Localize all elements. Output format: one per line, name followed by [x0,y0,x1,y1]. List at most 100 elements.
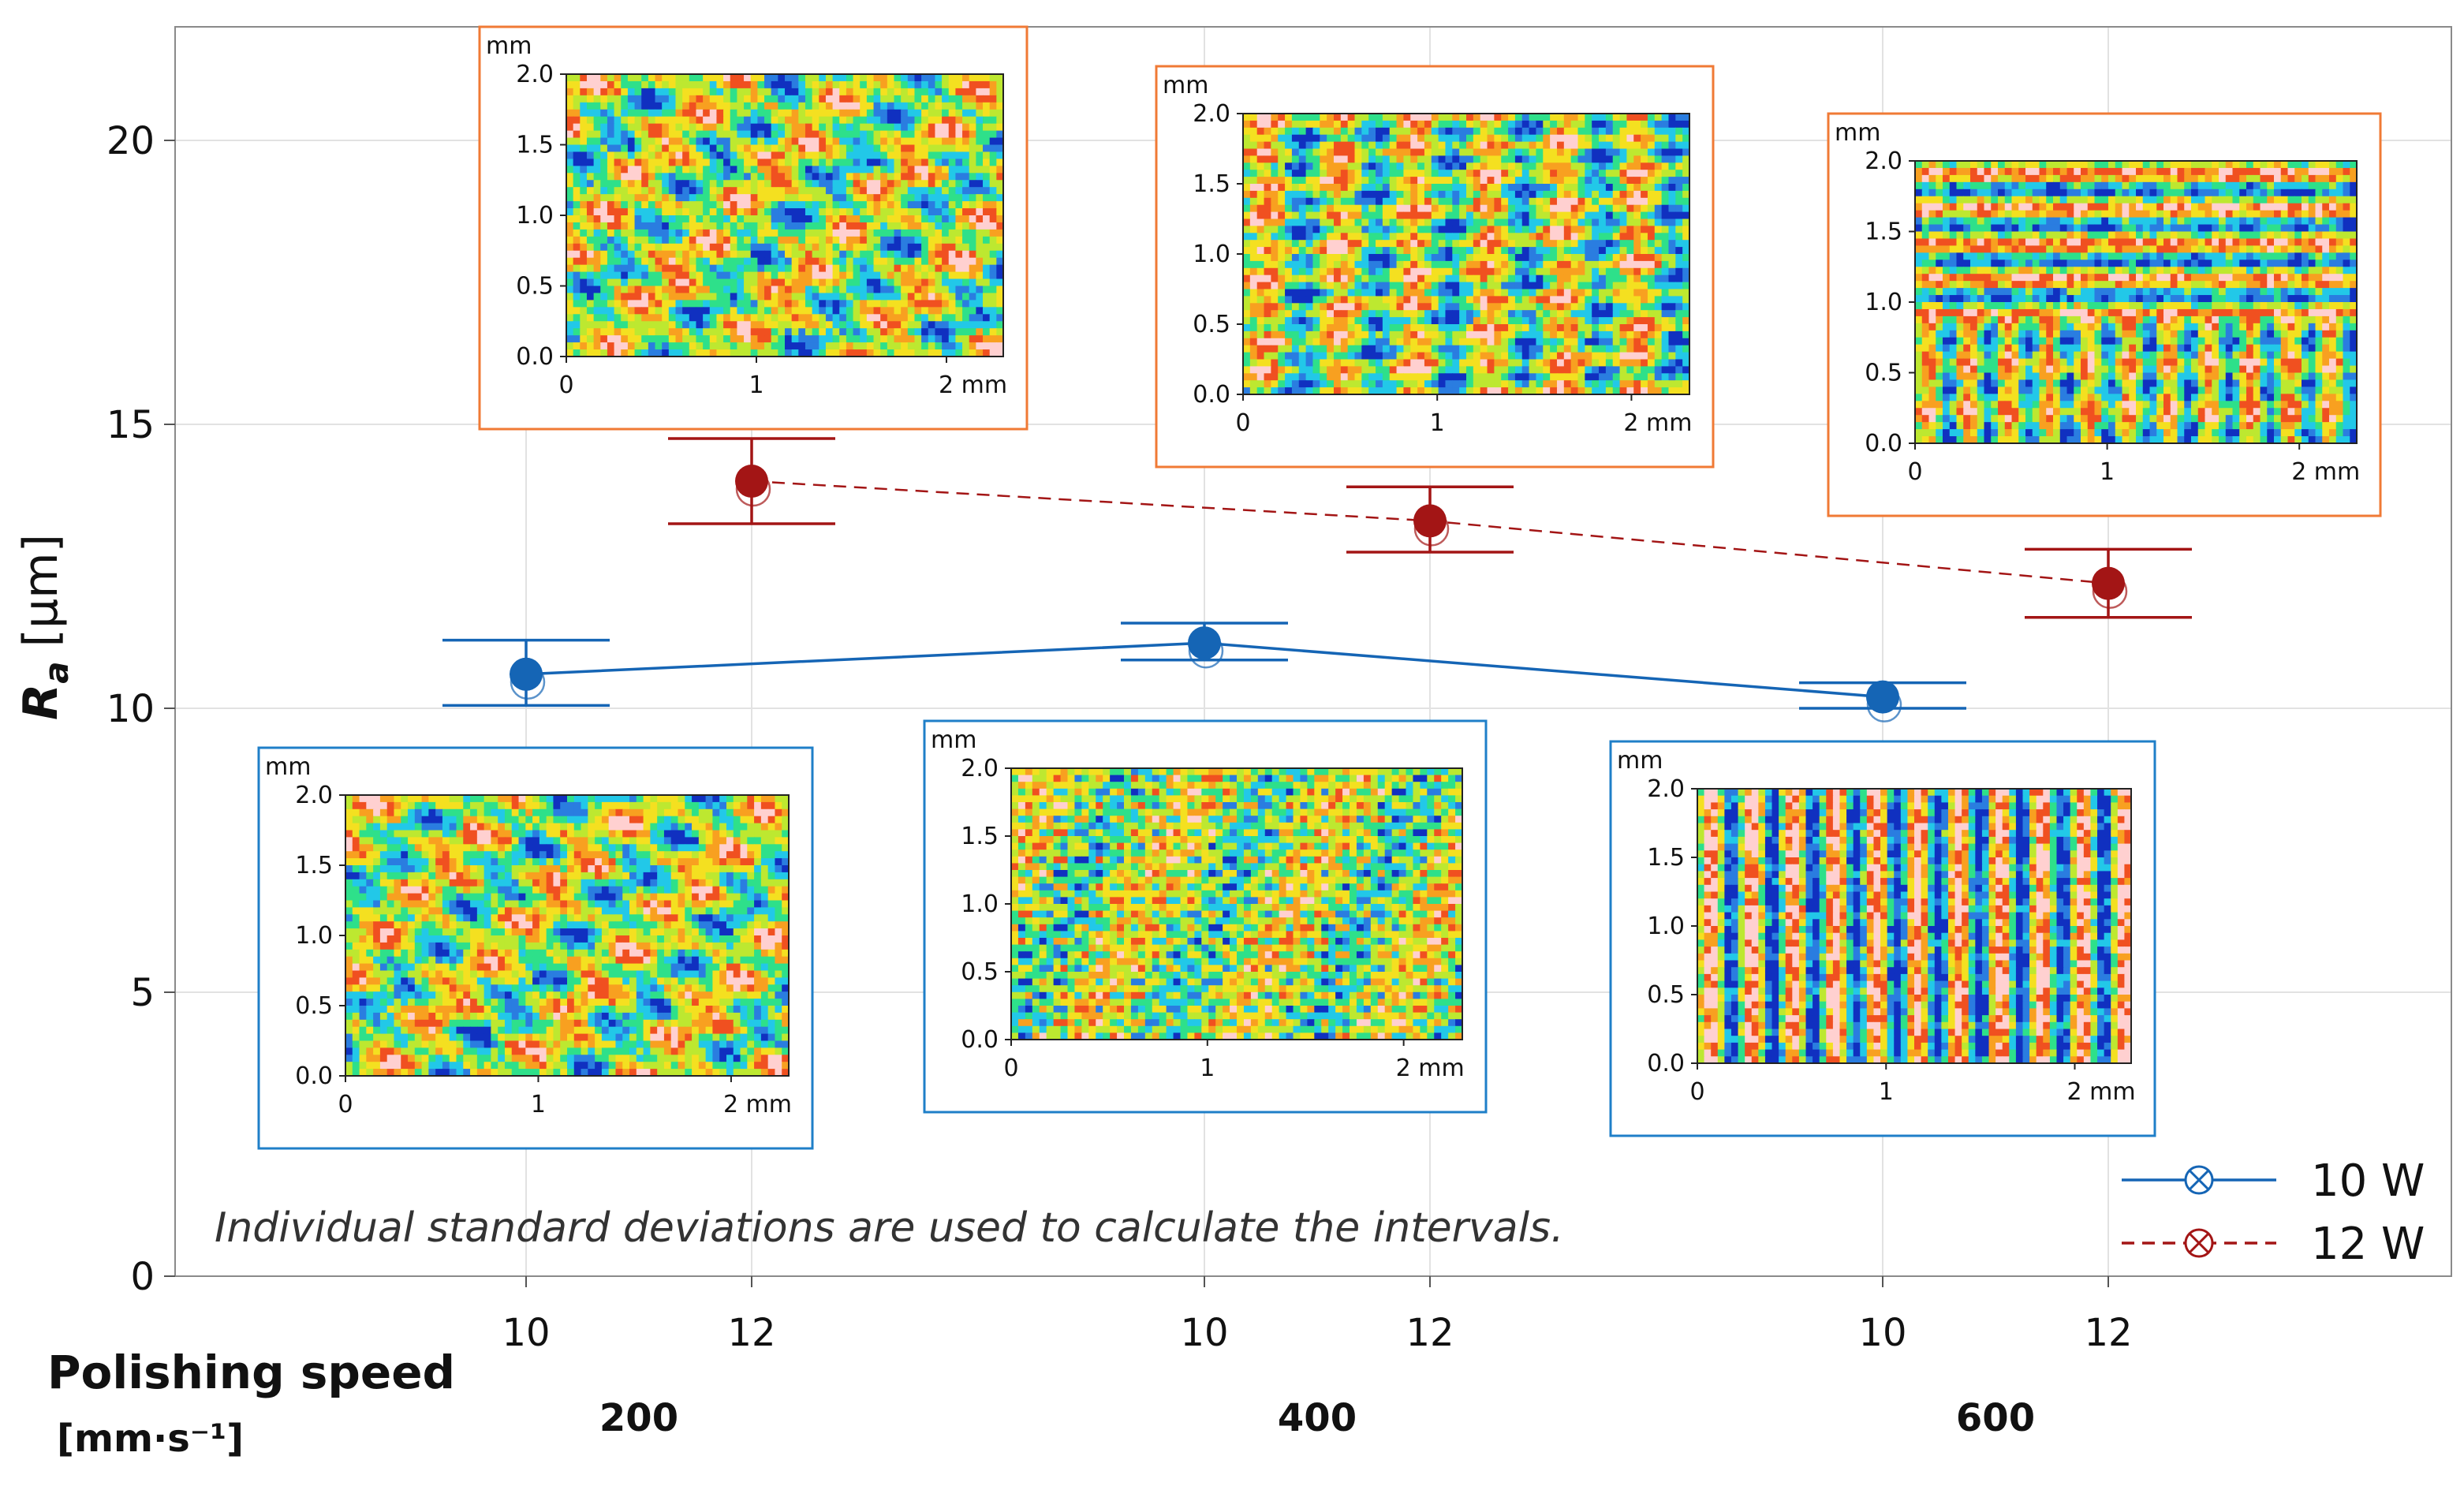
heatmap-cell [1410,296,1417,304]
heatmap-cell [764,222,771,230]
heatmap-cell [580,321,587,329]
heatmap-cell [744,342,751,350]
heatmap-cell [839,244,846,252]
heatmap-cell [1515,324,1522,332]
heatmap-cell [1445,198,1452,205]
heatmap-cell [730,321,737,329]
heatmap-cell [635,251,642,259]
heatmap-cell [1571,233,1578,241]
heatmap-cell [1320,162,1327,170]
heatmap-cell [1599,149,1606,157]
heatmap-cell [908,314,915,322]
heatmap-cell [1613,324,1620,332]
heatmap-cell [607,244,614,252]
heatmap-cell [716,103,723,110]
heatmap-cell [1376,149,1383,157]
heatmap-cell [969,342,976,350]
heatmap-cell [778,342,785,350]
heatmap-cell [1473,345,1480,353]
heatmap-cell [969,230,976,237]
heatmap-cell [751,307,758,315]
heatmap-cell [1494,296,1501,304]
heatmap-cell [682,222,689,230]
heatmap-cell [1480,233,1488,241]
heatmap-cell [1633,177,1641,185]
heatmap-cell [1334,233,1341,241]
heatmap-cell [1403,149,1410,157]
heatmap-cell [757,194,764,202]
heatmap-cell [1278,114,1285,121]
heatmap-cell [587,173,594,181]
heatmap-cell [1348,345,1355,353]
heatmap-cell [716,131,723,139]
heatmap-cell [1417,324,1424,332]
heatmap-cell [880,151,887,159]
heatmap-cell [1278,219,1285,227]
heatmap-cell [607,194,614,202]
heatmap-cell [921,293,928,301]
heatmap-cell [614,300,622,308]
heatmap-cell [1550,303,1557,311]
heatmap-cell [669,335,676,343]
heatmap-cell [914,194,921,202]
heatmap-cell [723,307,730,315]
heatmap-cell [833,88,840,96]
heatmap-cell [1501,345,1508,353]
heatmap-cell [1417,226,1424,233]
heatmap-cell [805,265,812,273]
heatmap-cell [1278,162,1285,170]
heatmap-cell [1536,261,1543,269]
heatmap-cell [1459,155,1466,163]
heatmap-cell [682,307,689,315]
heatmap-cell [1571,254,1578,262]
heatmap-cell [580,88,587,96]
heatmap-cell [676,117,683,125]
heatmap-cell [874,138,881,146]
heatmap-cell [880,279,887,287]
heatmap-cell [1515,317,1522,325]
heatmap-cell [894,244,902,252]
heatmap-cell [1522,268,1529,276]
heatmap-cell [921,335,928,343]
heatmap-cell [1473,226,1480,233]
heatmap-cell [1675,170,1682,177]
heatmap-cell [614,81,622,89]
heatmap-cell [573,95,581,103]
heatmap-cell [1536,226,1543,233]
heatmap-cell [682,74,689,82]
heatmap-cell [682,151,689,159]
heatmap-cell [1383,191,1390,199]
heatmap-cell [628,131,635,139]
heatmap-cell [771,286,778,294]
heatmap-cell [1585,162,1592,170]
heatmap-cell [573,272,581,280]
heatmap-cell [1410,233,1417,241]
heatmap-cell [867,103,874,110]
heatmap-cell [1243,360,1250,368]
heatmap-cell [949,300,956,308]
heatmap-cell [1655,338,1662,346]
heatmap-cell [1355,261,1362,269]
heatmap-cell [860,222,867,230]
heatmap-cell [1668,198,1675,205]
heatmap-cell [1655,114,1662,121]
heatmap-cell [1641,240,1648,248]
heatmap-cell [949,230,956,237]
heatmap-cell [1557,155,1564,163]
heatmap-cell [1439,142,1446,150]
heatmap-cell [969,321,976,329]
heatmap-cell [635,131,642,139]
heatmap-cell [587,201,594,209]
heatmap-cell [1439,303,1446,311]
heatmap-cell [1424,149,1432,157]
heatmap-cell [1452,198,1459,205]
heatmap-cell [607,258,614,266]
heatmap-cell [1341,177,1348,185]
heatmap-cell [1633,128,1641,136]
heatmap-cell [587,166,594,174]
heatmap-cell [607,173,614,181]
heatmap-cell [853,124,861,132]
heatmap-cell [1564,338,1571,346]
heatmap-cell [853,286,861,294]
heatmap-cell [962,173,969,181]
